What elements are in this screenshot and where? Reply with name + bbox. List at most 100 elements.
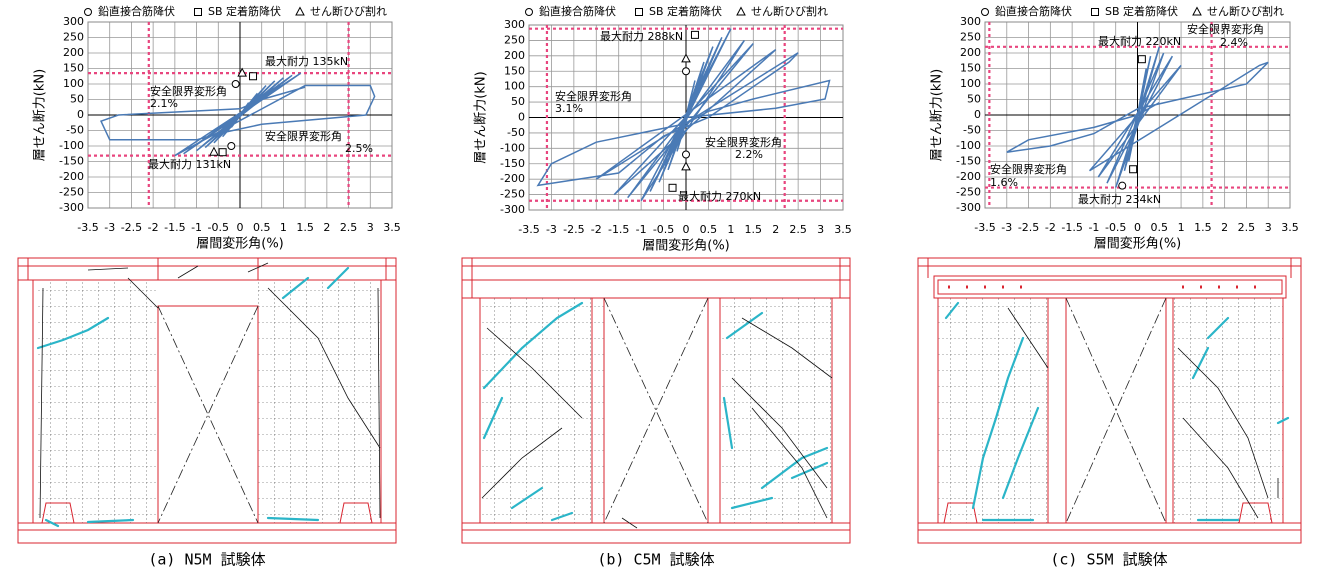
event-marker [683,151,690,158]
event-marker [669,184,676,191]
y-tick-label: -50 [66,124,84,137]
x-tick-label: 2.5 [340,221,358,234]
y-tick-label: 50 [511,95,525,108]
x-tick-label: -0.5 [1105,221,1126,234]
y-tick-label: -200 [500,172,525,185]
event-marker [210,148,218,156]
x-tick-label: 2 [772,223,779,236]
annotation: 安全限界変形角 [265,129,342,143]
legend-marker [636,9,643,16]
x-tick-label: 1 [1178,221,1185,234]
x-tick-label: -1.5 [1061,221,1082,234]
x-tick-label: -2 [1045,221,1056,234]
annotation: 最大耐力 270kN [678,189,761,203]
x-tick-label: -3.5 [518,223,539,236]
y-tick-label: 250 [63,31,84,44]
x-tick-label: 2.5 [1238,221,1256,234]
y-tick-label: 50 [967,93,981,106]
x-tick-label: 1.5 [296,221,314,234]
y-tick-label: 150 [63,62,84,75]
y-axis-label: 層せん断力(kN) [33,69,48,161]
legend-marker [195,9,202,16]
x-tick-label: 0 [683,223,690,236]
y-tick-label: -100 [59,139,84,152]
y-tick-label: -200 [59,170,84,183]
x-tick-label: 3.5 [1281,221,1299,234]
y-tick-label: -200 [956,170,981,183]
y-tick-label: 100 [504,80,525,93]
annotation: 安全限界変形角 [555,89,632,103]
y-tick-label: 200 [960,46,981,59]
y-tick-label: -300 [500,203,525,216]
x-tick-label: -2 [148,221,159,234]
steel-beam [934,276,1286,298]
legend-label: 鉛直接合筋降伏 [98,4,175,18]
y-tick-label: 100 [63,77,84,90]
y-tick-label: 200 [504,49,525,62]
caption: (c) S5M 試験体 [1050,551,1167,569]
x-tick-label: 0 [237,221,244,234]
y-tick-label: 250 [960,31,981,44]
x-axis-label: 層間変形角(%) [1094,236,1182,252]
y-tick-label: 0 [974,108,981,121]
x-tick-label: 0.5 [253,221,271,234]
event-marker [691,31,698,38]
annotation: 最大耐力 131kN [148,157,231,171]
legend-marker [1193,8,1201,16]
y-tick-label: 250 [504,33,525,46]
y-tick-label: 150 [960,62,981,75]
x-tick-label: -3.5 [974,221,995,234]
annotation: 安全限界変形角 [705,135,782,149]
wall-grid [258,280,380,523]
x-tick-label: -2.5 [563,223,584,236]
legend-label: 鉛直接合筋降伏 [995,4,1072,18]
event-marker [1119,182,1126,189]
annotation: 安全限界変形角 [150,84,227,98]
event-marker [250,73,257,80]
y-tick-label: -300 [956,201,981,214]
legend-marker [296,8,304,16]
wall-grid [1173,298,1283,523]
x-tick-label: -1 [636,223,647,236]
legend-label: SB 定着筋降伏 [649,4,722,18]
legend-label: せん断ひび割れ [751,5,828,18]
y-tick-label: -50 [507,126,525,139]
y-tick-label: 50 [70,93,84,106]
x-tick-label: 2 [1221,221,1228,234]
annotation: 最大耐力 135kN [265,54,348,68]
x-axis-label: 層間変形角(%) [642,238,730,254]
annotation: 安全限界変形角 [990,162,1067,176]
y-tick-label: 100 [960,77,981,90]
event-marker [1138,56,1145,63]
annotation: 最大耐力 234kN [1078,192,1161,206]
specimen-c [918,258,1301,543]
y-tick-label: -150 [956,155,981,168]
steel-beam-inner [938,280,1282,294]
x-axis-label: 層間変形角(%) [196,236,284,252]
x-tick-label: -3.5 [77,221,98,234]
x-tick-label: -1.5 [608,223,629,236]
y-tick-label: -300 [59,201,84,214]
y-tick-label: -150 [500,157,525,170]
x-tick-label: -3 [1001,221,1012,234]
event-marker [232,81,239,88]
y-tick-label: 300 [63,15,84,28]
annotation: 2.5% [345,142,373,155]
y-tick-label: 200 [63,46,84,59]
annotation: 2.1% [150,97,178,110]
x-tick-label: -1 [1088,221,1099,234]
event-marker [1130,166,1137,173]
annotation: 安全限界変形角 [1187,22,1264,36]
x-tick-label: -0.5 [208,221,229,234]
y-axis-label: 層せん断力(kN) [930,69,945,161]
figure: -300-250-200-150-100-5005010015020025030… [0,0,1319,574]
x-tick-label: 3 [367,221,374,234]
x-tick-label: -3 [546,223,557,236]
x-tick-label: -3 [104,221,115,234]
x-tick-label: 3.5 [834,223,852,236]
annotation: 2.2% [735,148,763,161]
annotation: 1.6% [990,176,1018,189]
x-tick-label: 0 [1134,221,1141,234]
y-tick-label: 150 [504,64,525,77]
annotation: 最大耐力 288kN [600,29,683,43]
